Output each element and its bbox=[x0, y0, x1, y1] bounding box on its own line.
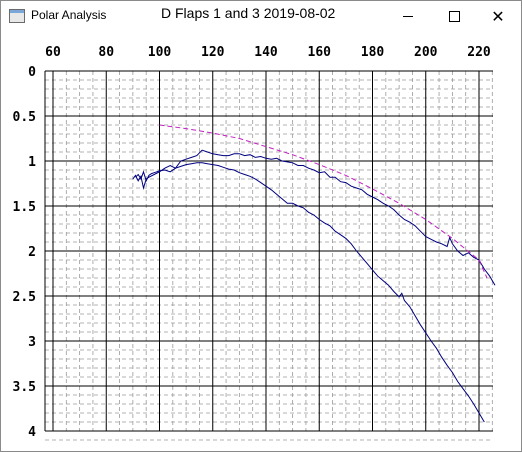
y-tick-label: 2.5 bbox=[13, 290, 36, 305]
x-tick-label: 200 bbox=[414, 45, 438, 60]
y-tick-label: 3.5 bbox=[13, 380, 36, 395]
x-tick-label: 60 bbox=[45, 45, 61, 60]
x-tick-labels: 60 80 100 120 140 160 180 200 220 bbox=[45, 45, 491, 60]
series-layer bbox=[132, 124, 496, 423]
series-line-2 bbox=[132, 149, 496, 286]
y-tick-label: 1 bbox=[28, 155, 36, 170]
minimize-icon bbox=[403, 15, 413, 17]
close-button[interactable]: ✕ bbox=[475, 1, 521, 31]
y-tick-label: 2 bbox=[28, 245, 36, 260]
y-tick-labels: 0 0.5 1 1.5 2 2.5 3 3.5 4 bbox=[13, 65, 37, 440]
y-tick-label: 3 bbox=[28, 335, 36, 350]
series-line-1 bbox=[135, 162, 485, 423]
y-tick-label: 0.5 bbox=[13, 110, 36, 125]
minor-grid bbox=[45, 71, 493, 441]
x-tick-label: 160 bbox=[308, 45, 332, 60]
series-line-3 bbox=[159, 124, 488, 279]
minimize-button[interactable] bbox=[385, 1, 431, 31]
x-tick-label: 100 bbox=[148, 45, 172, 60]
major-grid bbox=[44, 70, 493, 432]
maximize-button[interactable] bbox=[431, 1, 477, 31]
close-icon: ✕ bbox=[491, 6, 505, 26]
x-tick-label: 80 bbox=[98, 45, 114, 60]
y-tick-label: 1.5 bbox=[13, 200, 36, 215]
chart-title: D Flaps 1 and 3 2019-08-02 bbox=[161, 5, 336, 21]
y-tick-label: 0 bbox=[28, 65, 36, 80]
y-tick-label: 4 bbox=[28, 425, 36, 440]
maximize-icon bbox=[448, 10, 460, 22]
x-tick-label: 220 bbox=[467, 45, 491, 60]
x-tick-label: 120 bbox=[201, 45, 225, 60]
title-bar[interactable]: Polar Analysis D Flaps 1 and 3 2019-08-0… bbox=[1, 1, 521, 31]
x-tick-label: 180 bbox=[361, 45, 385, 60]
app-title: Polar Analysis bbox=[31, 8, 107, 22]
x-tick-label: 140 bbox=[254, 45, 278, 60]
app-icon bbox=[9, 9, 25, 23]
